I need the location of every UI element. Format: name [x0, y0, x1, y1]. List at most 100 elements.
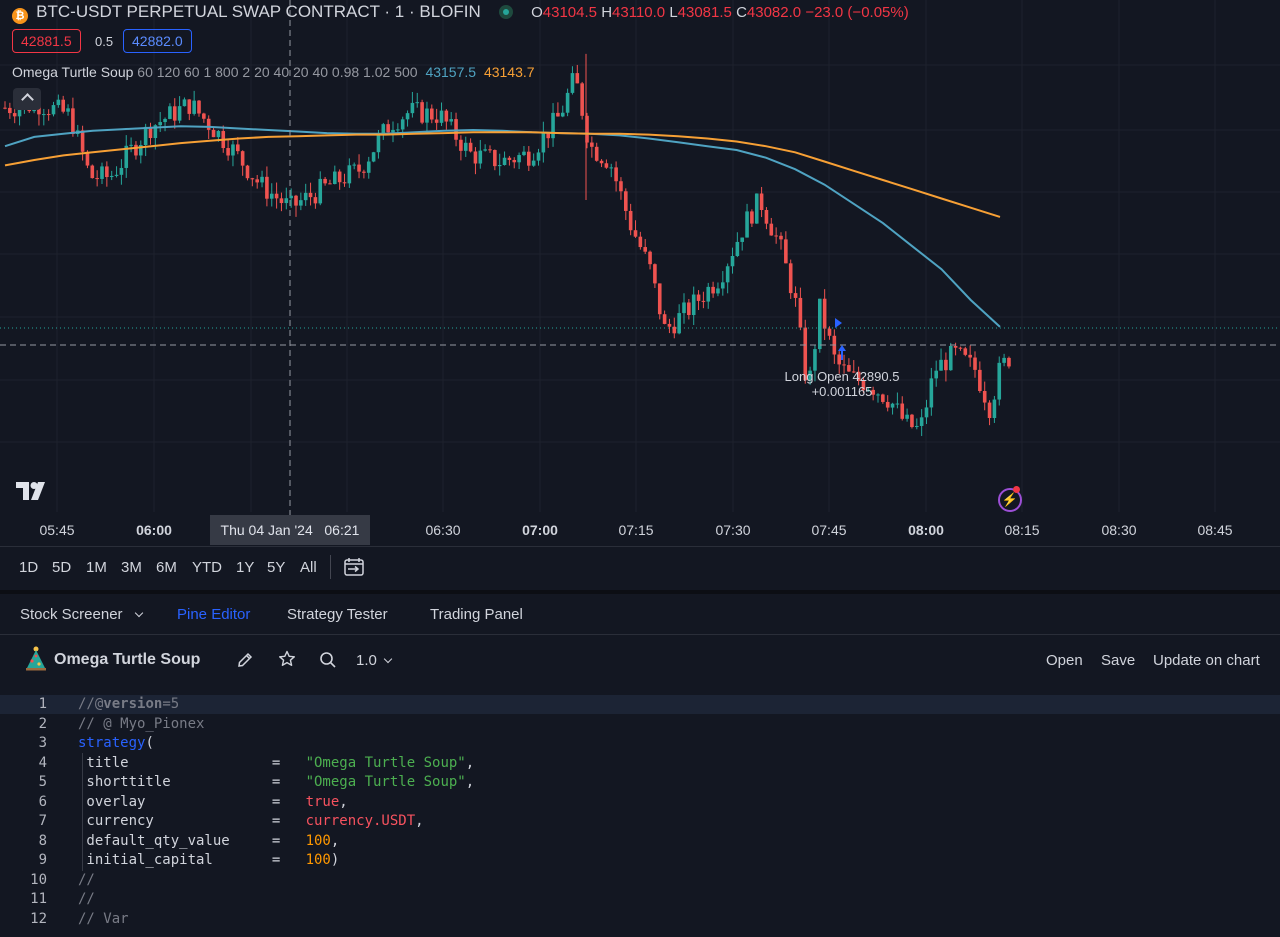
candle-body: [269, 193, 274, 199]
candle-body: [405, 113, 410, 120]
code-token: "Omega Turtle Soup": [305, 754, 466, 771]
candle-body: [168, 106, 172, 119]
code-line[interactable]: 3 strategy(: [0, 734, 1280, 753]
candle-body: [17, 108, 22, 117]
candle-body: [968, 354, 972, 358]
candle-body: [328, 183, 332, 185]
indicator-params: 60 120 60 1 800 2 20 40 20 40 0.98 1.02 …: [137, 64, 418, 80]
range-5y-button[interactable]: 5Y: [267, 559, 286, 576]
candle-body: [158, 122, 162, 126]
buy-price-button[interactable]: 42882.0: [123, 29, 192, 53]
code-text: // Var: [78, 910, 129, 929]
code-line[interactable]: 7 currency = currency.USDT,: [0, 812, 1280, 831]
code-token: (: [145, 735, 154, 751]
candle-body: [721, 282, 725, 289]
code-line[interactable]: 4 title = "Omega Turtle Soup",: [0, 754, 1280, 773]
search-icon[interactable]: [319, 651, 337, 669]
code-token: ,: [330, 832, 340, 849]
symbol-title[interactable]: BTC-USDT PERPETUAL SWAP CONTRACT · 1 · B…: [36, 2, 481, 21]
candle-body: [279, 198, 284, 204]
range-6m-button[interactable]: 6M: [156, 559, 177, 576]
candle-body: [701, 300, 706, 302]
range-3m-button[interactable]: 3M: [121, 559, 142, 576]
candle-body: [211, 129, 216, 138]
range-1d-button[interactable]: 1D: [19, 559, 39, 576]
candle-body: [3, 107, 7, 109]
candle-body: [1002, 357, 1006, 363]
code-line[interactable]: 2 // @ Myo_Pionex: [0, 715, 1280, 734]
script-name[interactable]: Omega Turtle Soup: [54, 651, 201, 668]
tab-trading-panel[interactable]: Trading Panel: [430, 606, 523, 623]
range-ytd-button[interactable]: YTD: [192, 559, 222, 576]
code-line[interactable]: 12 // Var: [0, 910, 1280, 929]
line-number: 6: [38, 793, 47, 810]
candle-body: [289, 195, 293, 199]
code-token: version: [103, 696, 163, 712]
candle-body: [662, 314, 667, 324]
range-5d-button[interactable]: 5D: [52, 559, 72, 576]
close-value: 43082.0: [746, 4, 802, 21]
code-token: =5: [162, 696, 180, 712]
candle-body: [172, 106, 177, 121]
lightning-icon[interactable]: ⚡: [998, 488, 1022, 512]
code-token: currency.USDT: [305, 813, 416, 829]
code-line[interactable]: 8 default_qty_value = 100,: [0, 832, 1280, 851]
time-tick: 07:15: [618, 522, 654, 538]
calendar-range-icon[interactable]: [343, 556, 365, 578]
chevron-down-icon[interactable]: [134, 608, 143, 618]
candle-body: [105, 166, 109, 178]
candle-body: [46, 114, 51, 116]
candle-body: [633, 230, 638, 237]
chevron-up-icon: [20, 93, 34, 106]
line-number: 4: [38, 754, 47, 771]
candle-body: [725, 266, 730, 283]
range-1y-button[interactable]: 1Y: [236, 559, 255, 576]
symbol-legend: ₿ BTC-USDT PERPETUAL SWAP CONTRACT · 1 ·…: [12, 2, 909, 24]
code-line[interactable]: 6 overlay = true,: [0, 793, 1280, 812]
sell-price-button[interactable]: 42881.5: [12, 29, 81, 53]
update-on-chart-button[interactable]: Update on chart: [1153, 652, 1260, 669]
candle-body: [876, 394, 880, 396]
code-token: ,: [465, 774, 475, 790]
tab-strategy-tester[interactable]: Strategy Tester: [287, 606, 388, 623]
open-button[interactable]: Open: [1046, 652, 1083, 669]
code-line[interactable]: 9 initial_capital = 100): [0, 851, 1280, 870]
range-all-button[interactable]: All: [300, 559, 317, 576]
candle-body: [745, 211, 749, 238]
pencil-icon[interactable]: [236, 651, 254, 669]
candle-body: [100, 166, 104, 179]
candle-body: [527, 151, 531, 166]
candle-body: [434, 119, 439, 123]
candle-body: [56, 99, 61, 106]
code-line[interactable]: 11 //: [0, 890, 1280, 909]
star-icon[interactable]: [278, 650, 296, 668]
candle-body: [856, 371, 861, 381]
price-chart[interactable]: [0, 0, 1280, 545]
candle-body: [255, 179, 259, 183]
save-button[interactable]: Save: [1101, 652, 1136, 669]
range-1m-button[interactable]: 1M: [86, 559, 107, 576]
version-dropdown[interactable]: 1.0: [356, 652, 393, 669]
code-text: //: [78, 871, 95, 890]
indicator-legend[interactable]: Omega Turtle Soup 60 120 60 1 800 2 20 4…: [12, 64, 535, 80]
code-token: 100: [305, 832, 331, 849]
candle-body: [303, 192, 308, 201]
chart-area[interactable]: ₿ BTC-USDT PERPETUAL SWAP CONTRACT · 1 ·…: [0, 0, 1280, 545]
code-line[interactable]: 1 //@version=5: [0, 695, 1280, 714]
candle-body: [493, 150, 497, 167]
candle-body: [182, 99, 187, 107]
candle-body: [590, 142, 594, 147]
tab-pine-editor[interactable]: Pine Editor: [177, 606, 251, 623]
candle-body: [371, 152, 376, 162]
candle-body: [614, 167, 618, 182]
line-number: 5: [38, 774, 47, 790]
candle-body: [308, 192, 313, 198]
code-line[interactable]: 10 //: [0, 871, 1280, 890]
tab-stock-screener[interactable]: Stock Screener: [20, 606, 143, 623]
code-token: "Omega Turtle Soup": [305, 774, 466, 790]
code-line[interactable]: 5 shorttitle = "Omega Turtle Soup",: [0, 773, 1280, 792]
indicator-name[interactable]: Omega Turtle Soup: [12, 64, 134, 80]
tradingview-logo-icon[interactable]: [16, 482, 50, 500]
collapse-legend-button[interactable]: [13, 88, 41, 110]
code-editor[interactable]: 1//@version=5 2// @ Myo_Pionex 3 strategy(4…: [0, 685, 1280, 937]
